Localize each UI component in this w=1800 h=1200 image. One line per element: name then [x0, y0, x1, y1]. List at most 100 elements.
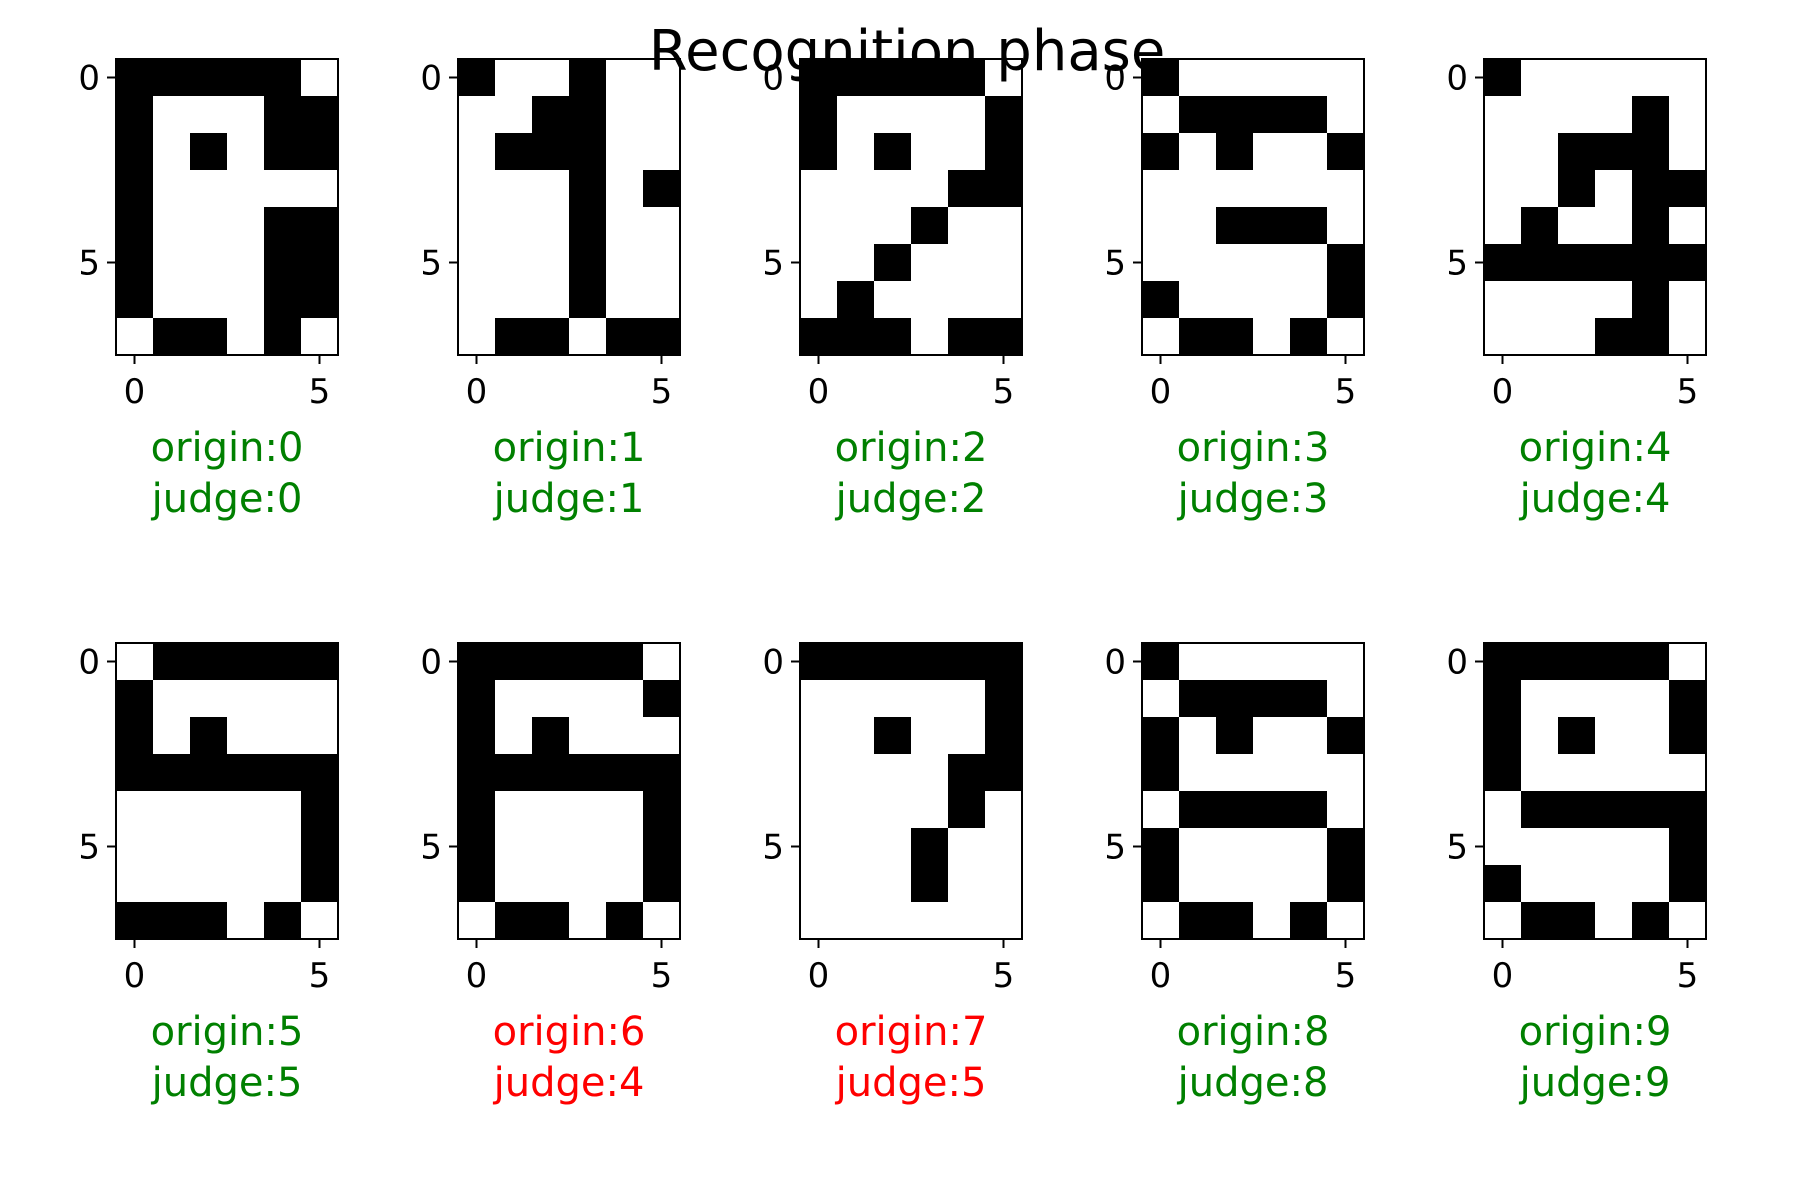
pixel-cell: [1595, 791, 1633, 829]
pixel-cell: [301, 902, 339, 940]
pixel-cell: [1290, 170, 1328, 208]
pixel-cell: [1669, 207, 1707, 245]
pixel-cell: [1521, 902, 1559, 940]
pixel-cell: [190, 133, 228, 171]
pixel-cell: [1253, 59, 1291, 97]
pixel-cell: [1558, 207, 1596, 245]
pixel-cell: [643, 170, 681, 208]
y-tick-label: 0: [1446, 643, 1468, 683]
y-tick-label: 0: [78, 643, 100, 683]
pixel-grid: [800, 643, 1023, 940]
pixel-cell: [606, 59, 644, 97]
pixel-cell: [1632, 170, 1670, 208]
pixel-cell: [153, 680, 191, 718]
pixel-cell: [458, 717, 496, 755]
pixel-grid: [458, 643, 681, 940]
pixel-cell: [1521, 244, 1559, 282]
pixel-cell: [948, 828, 986, 866]
pixel-cell: [227, 59, 265, 97]
pixel-cell: [948, 207, 986, 245]
x-tick-label: 0: [1492, 372, 1514, 412]
pixel-cell: [1179, 59, 1217, 97]
pixel-cell: [1595, 96, 1633, 134]
x-tick-label: 0: [466, 956, 488, 996]
pixel-cell: [643, 643, 681, 681]
pixel-cell: [495, 717, 533, 755]
pixel-cell: [1216, 207, 1254, 245]
pixel-cell: [985, 96, 1023, 134]
pixel-cell: [116, 717, 154, 755]
pixel-cell: [1632, 133, 1670, 171]
pixel-cell: [1216, 170, 1254, 208]
pixel-cell: [1216, 96, 1254, 134]
pixel-cell: [1327, 865, 1365, 903]
pixel-cell: [1253, 643, 1291, 681]
pixel-grid: [1142, 643, 1365, 940]
pixel-cell: [532, 133, 570, 171]
pixel-cell: [837, 680, 875, 718]
pixel-cell: [190, 96, 228, 134]
pixel-cell: [569, 281, 607, 319]
pixel-cell: [606, 170, 644, 208]
pixel-cell: [1484, 680, 1522, 718]
pixel-cell: [227, 828, 265, 866]
pixel-cell: [1595, 717, 1633, 755]
pixel-cell: [1484, 133, 1522, 171]
pixel-cell: [495, 170, 533, 208]
pixel-cell: [532, 318, 570, 356]
pixel-cell: [1632, 96, 1670, 134]
pixel-cell: [495, 133, 533, 171]
pixel-cell: [1290, 865, 1328, 903]
pixel-cell: [1669, 59, 1707, 97]
y-tick-label: 0: [1446, 59, 1468, 99]
pixel-cell: [227, 717, 265, 755]
pixel-cell: [1521, 828, 1559, 866]
pixel-cell: [643, 59, 681, 97]
pixel-cell: [569, 680, 607, 718]
pixel-cell: [532, 754, 570, 792]
y-tick-label: 0: [1104, 643, 1126, 683]
pixel-cell: [1521, 865, 1559, 903]
pixel-cell: [985, 902, 1023, 940]
pixel-cell: [1142, 207, 1180, 245]
pixel-cell: [985, 754, 1023, 792]
pixel-cell: [1253, 828, 1291, 866]
pixel-cell: [985, 791, 1023, 829]
pixel-cell: [606, 828, 644, 866]
pixel-cell: [532, 244, 570, 282]
pixel-cell: [1179, 133, 1217, 171]
pixel-cell: [458, 791, 496, 829]
pixel-cell: [116, 244, 154, 282]
pixel-cell: [1179, 680, 1217, 718]
y-tick-label: 5: [762, 244, 784, 284]
axes-frame: [799, 58, 1023, 356]
judge-label: judge:9: [1519, 1060, 1671, 1106]
pixel-cell: [1521, 318, 1559, 356]
pixel-cell: [1558, 59, 1596, 97]
pixel-cell: [458, 680, 496, 718]
pixel-cell: [1253, 791, 1291, 829]
pixel-cell: [985, 828, 1023, 866]
pixel-cell: [800, 281, 838, 319]
pixel-cell: [569, 828, 607, 866]
pixel-cell: [264, 133, 302, 171]
pixel-cell: [153, 281, 191, 319]
pixel-cell: [1632, 865, 1670, 903]
pixel-cell: [606, 754, 644, 792]
pixel-cell: [1142, 680, 1180, 718]
pixel-cell: [1669, 318, 1707, 356]
pixel-cell: [1290, 59, 1328, 97]
pixel-cell: [153, 865, 191, 903]
pixel-cell: [153, 791, 191, 829]
pixel-cell: [837, 902, 875, 940]
pixel-cell: [800, 170, 838, 208]
x-tick-label: 0: [1150, 372, 1172, 412]
pixel-cell: [1521, 133, 1559, 171]
pixel-cell: [911, 680, 949, 718]
pixel-cell: [190, 828, 228, 866]
pixel-cell: [985, 318, 1023, 356]
pixel-cell: [1558, 170, 1596, 208]
y-tick-label: 0: [78, 59, 100, 99]
